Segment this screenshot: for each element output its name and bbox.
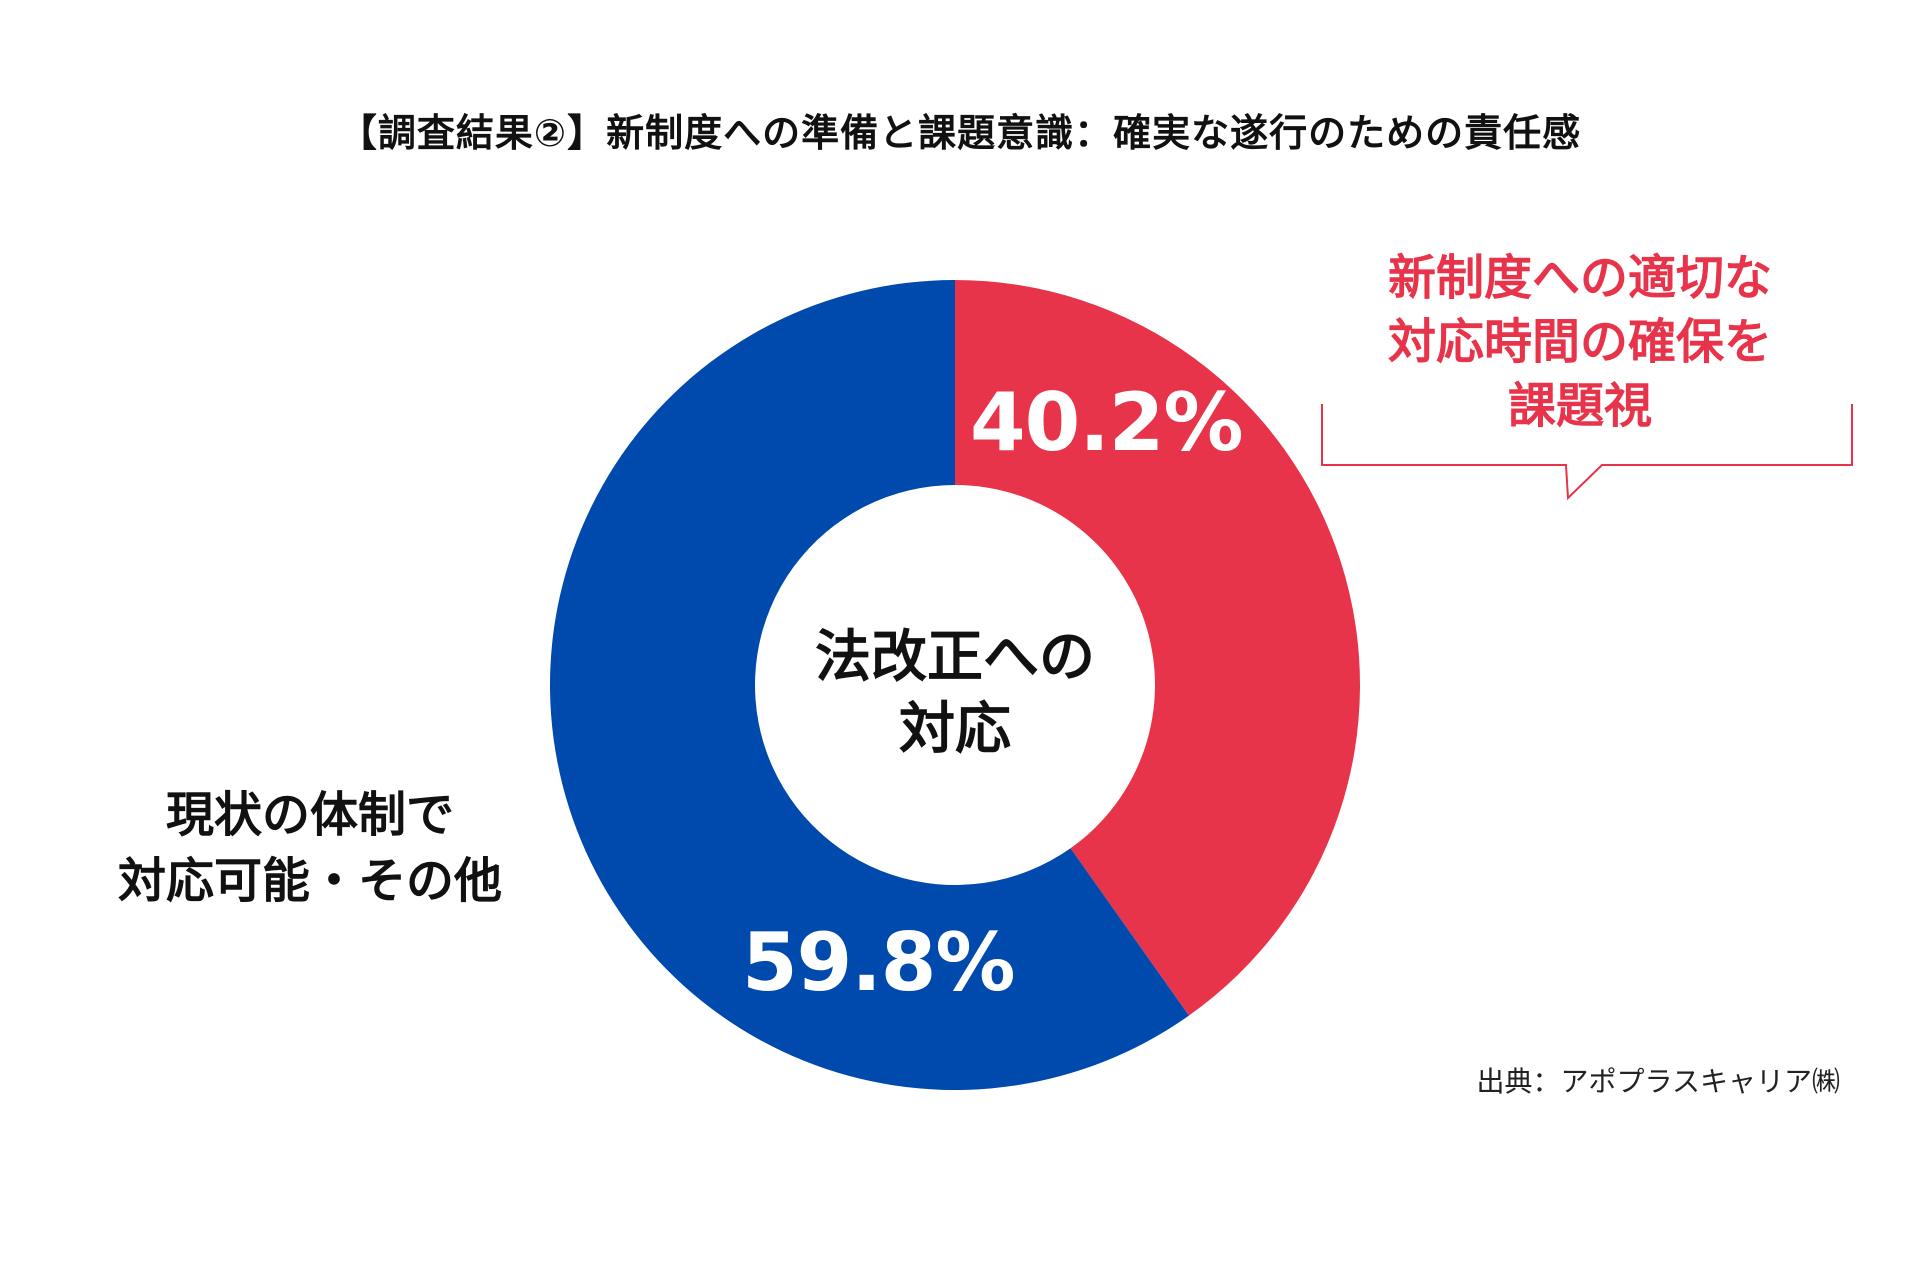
- center-label-line-2: 対応: [899, 697, 1011, 762]
- callout-line-2: 対応時間の確保を: [1387, 314, 1772, 370]
- center-label: 法改正への 対応: [725, 622, 1185, 766]
- slice-label-blue: 59.8%: [742, 916, 1016, 1009]
- callout-bracket: [1321, 404, 1853, 501]
- chart-title: 【調査結果②】新制度への準備と課題意識：確実な遂行のための責任感: [338, 111, 1582, 155]
- donut-slice-red: [955, 280, 1361, 1016]
- callout-line-3: 課題視: [1507, 378, 1652, 434]
- category-label-left-line-1: 現状の体制で: [165, 787, 454, 843]
- callout-label: 新制度への適切な 対応時間の確保を 課題視: [1290, 246, 1870, 438]
- category-label-left-line-2: 対応可能・その他: [117, 853, 502, 909]
- slice-label-red: 40.2%: [970, 376, 1244, 469]
- category-label-left: 現状の体制で 対応可能・その他: [30, 782, 590, 914]
- center-label-line-1: 法改正への: [815, 625, 1095, 690]
- donut-slice-blue: [550, 280, 1189, 1090]
- callout-line-1: 新制度への適切な: [1387, 250, 1772, 306]
- source-note: 出典：アポプラスキャリア㈱: [1476, 1065, 1840, 1098]
